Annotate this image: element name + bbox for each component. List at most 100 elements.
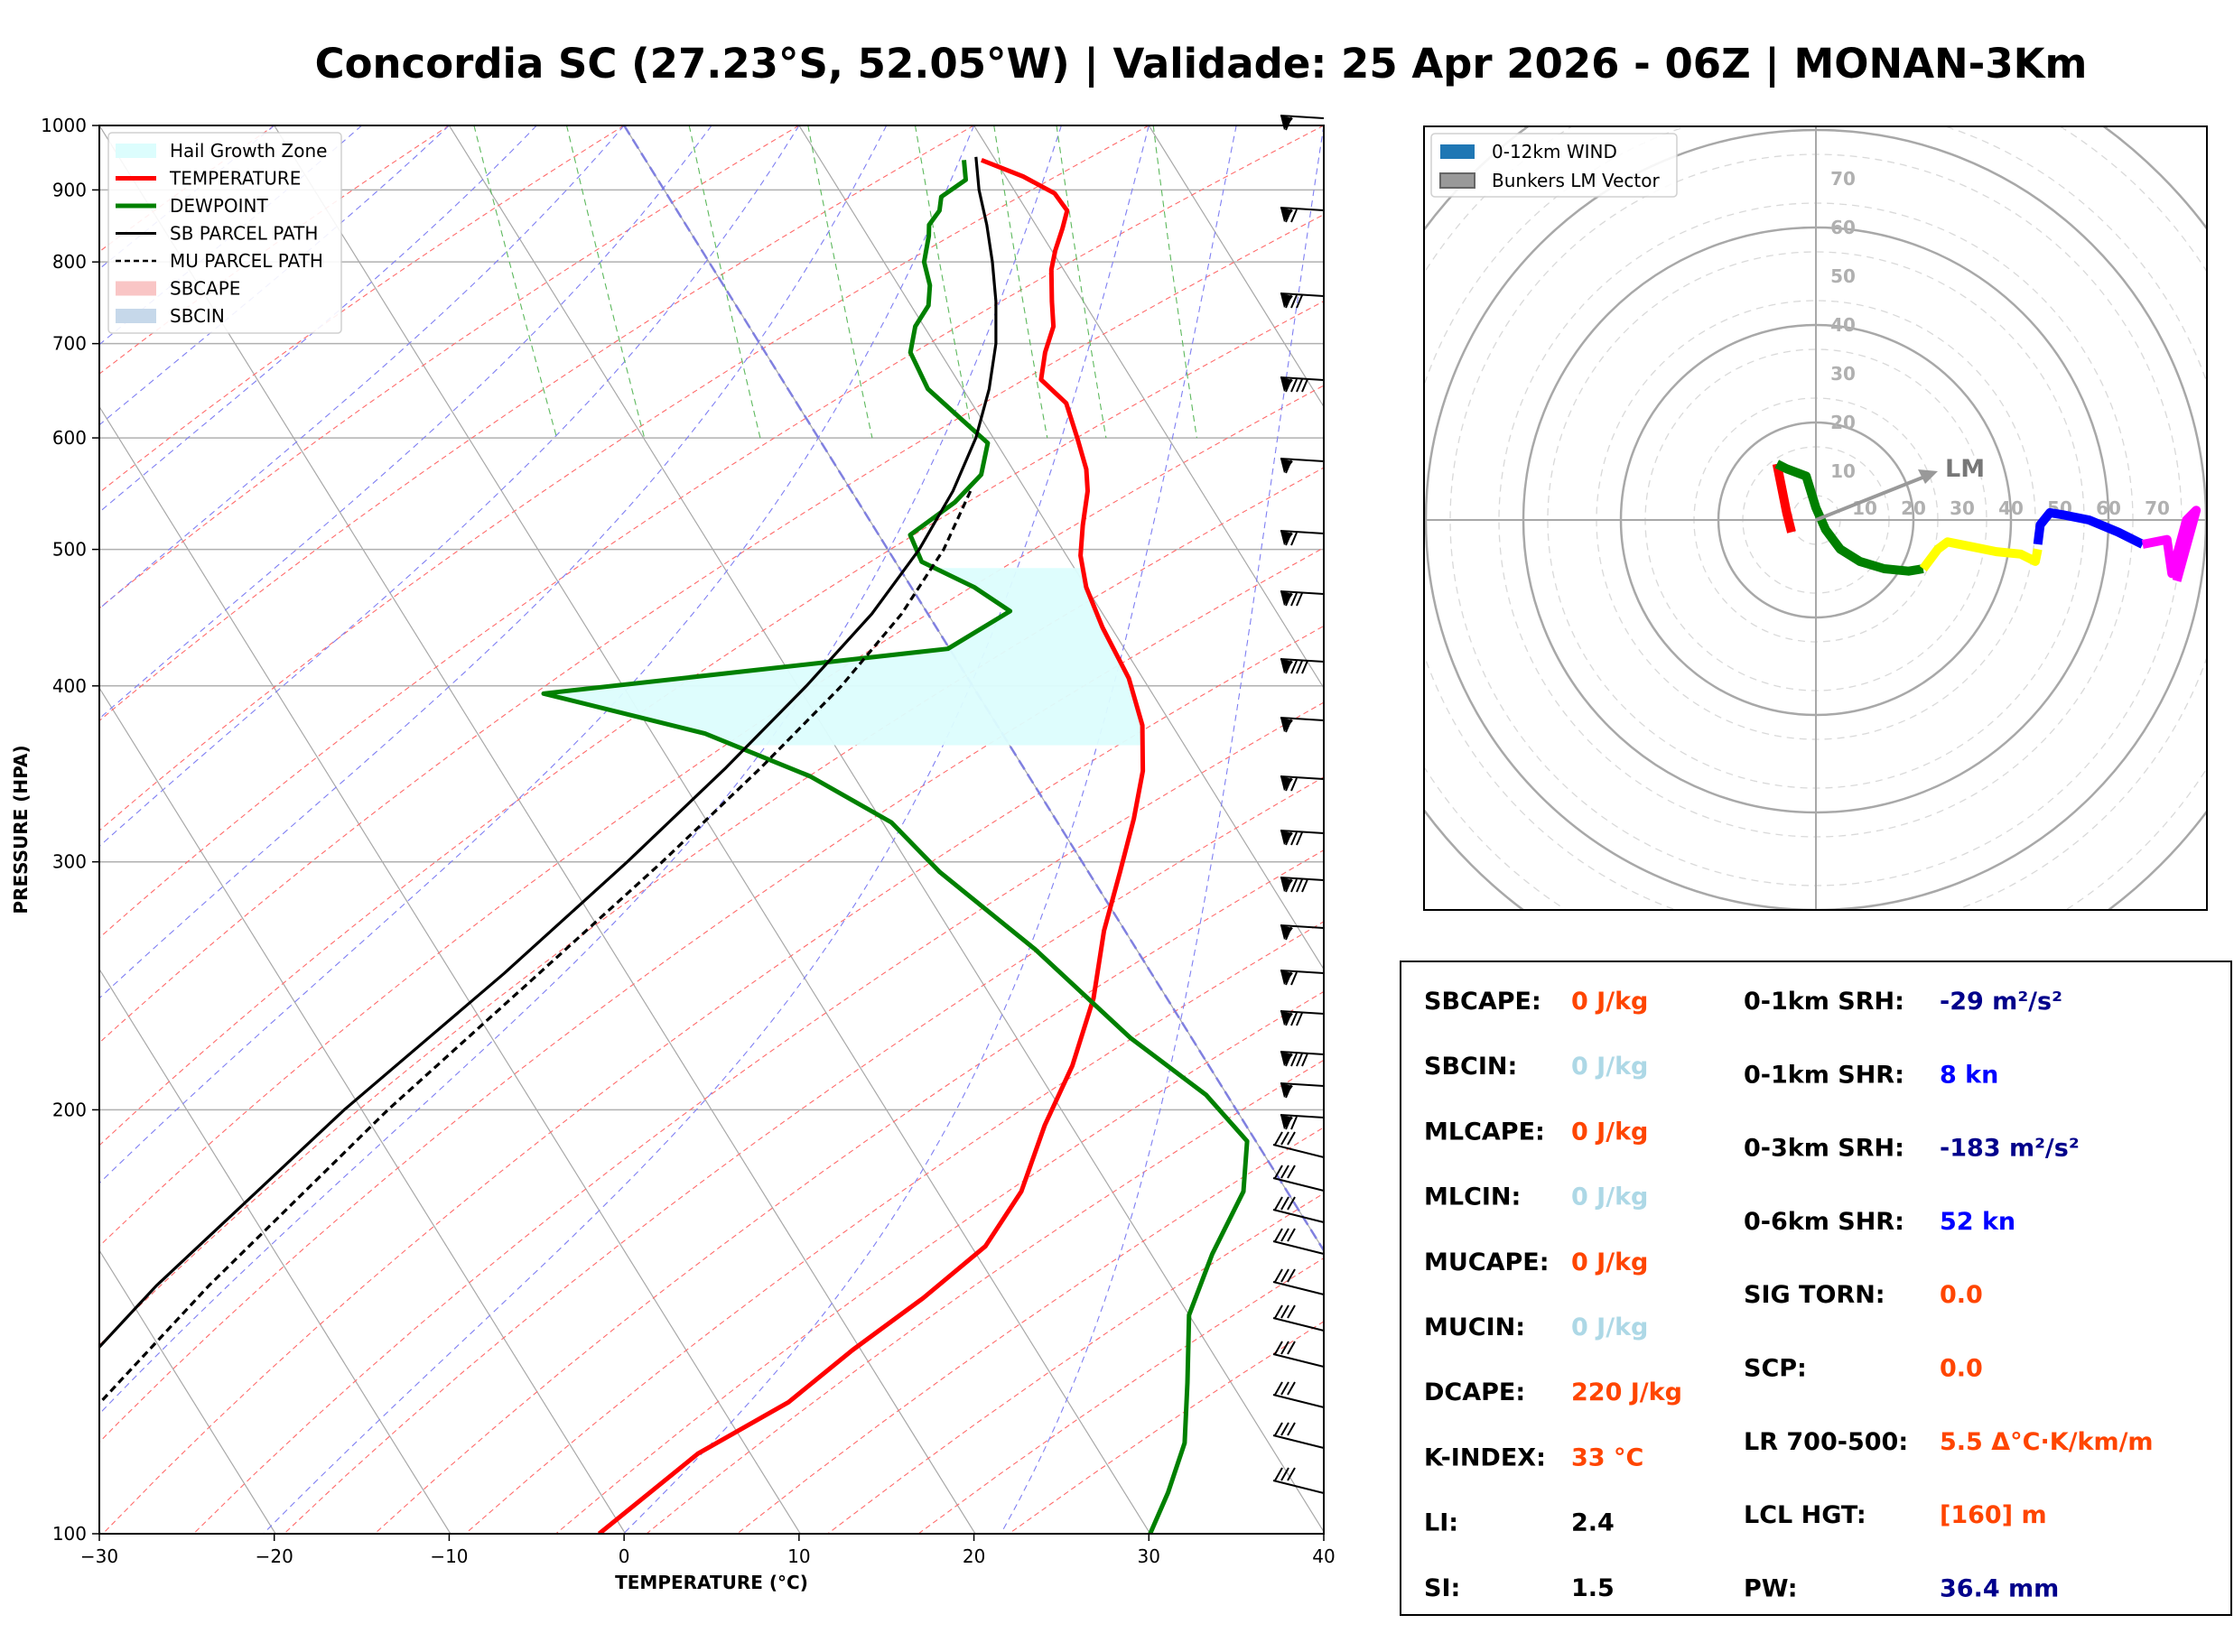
legend-label: SBCAPE	[170, 278, 240, 300]
x-tick-label: −10	[430, 1545, 468, 1567]
index-value: 0.0	[1940, 1281, 1983, 1309]
moist-adiabat	[99, 125, 888, 999]
dry-adiabat	[99, 547, 1324, 1443]
wind-barb	[1280, 775, 1325, 792]
index-value: 0 J/kg	[1571, 1183, 1648, 1211]
mixing-ratio-line	[914, 125, 974, 439]
wind-barb	[1280, 115, 1325, 131]
index-label: 0-1km SHR:	[1744, 1061, 1904, 1089]
sb-parcel-path-line	[99, 156, 998, 1350]
wind-barb	[1272, 1131, 1325, 1158]
wind-barb	[1272, 1422, 1325, 1449]
hodo-segment-6-9km	[2033, 507, 2146, 549]
index-label: SBCAPE:	[1424, 988, 1541, 1016]
dry-adiabat	[192, 701, 1324, 1534]
moist-adiabat	[1000, 125, 1324, 1534]
y-tick-label: 600	[52, 427, 87, 449]
indices-table: SBCAPE: 0 J/kg SBCIN: 0 J/kg MLCAPE: 0 J/kg ML…	[1424, 988, 2154, 1602]
hodo-segment-1-3km	[1774, 459, 1924, 576]
hail-growth-zone	[544, 568, 1143, 746]
moist-adiabat	[623, 125, 1237, 1534]
x-tick-label: 40	[1312, 1545, 1335, 1567]
index-label: MLCIN:	[1424, 1183, 1521, 1211]
y-tick-label: 400	[52, 675, 87, 697]
x-tick-label: −30	[80, 1545, 118, 1567]
index-label: 0-1km SRH:	[1744, 988, 1904, 1016]
mixing-ratio-line	[473, 125, 558, 439]
index-label: K-INDEX:	[1424, 1443, 1546, 1471]
bunkers-lm-vector	[1815, 474, 1928, 522]
index-label: LR 700-500:	[1744, 1428, 1908, 1456]
legend-label: DEWPOINT	[170, 195, 268, 217]
y-tick-label: 800	[52, 251, 87, 273]
wind-barb	[1280, 458, 1325, 474]
index-label: SIG TORN:	[1744, 1281, 1885, 1309]
legend-swatch	[116, 281, 156, 296]
skewt-plot-frame	[98, 125, 1325, 1535]
moist-adiabat	[99, 125, 800, 848]
wind-barbs	[1272, 115, 1325, 1494]
hodo-ring-label-x: 30	[1950, 497, 1975, 519]
index-label: DCAPE:	[1424, 1378, 1525, 1406]
isotherm	[99, 968, 451, 1534]
indices-box	[1400, 961, 2232, 1616]
wind-barb	[1272, 1304, 1325, 1332]
y-tick-label: 200	[52, 1099, 87, 1120]
wind-barb	[1272, 1228, 1325, 1255]
index-label: MLCAPE:	[1424, 1118, 1545, 1146]
dry-adiabat	[464, 921, 1324, 1534]
hodo-legend-label: Bunkers LM Vector	[1492, 170, 1661, 191]
isotherm	[973, 125, 1324, 690]
dry-adiabat	[99, 467, 1324, 1346]
dry-adiabat	[99, 125, 1324, 939]
hodo-ring-label-x: 40	[1998, 497, 2024, 519]
figure-title: Concordia SC (27.23°S, 52.05°W) | Valida…	[315, 40, 2088, 88]
hodo-ring-label-y: 60	[1830, 217, 1856, 238]
mixing-ratio-line	[1056, 125, 1107, 439]
mixing-ratio-line	[565, 125, 646, 439]
isotherm	[99, 405, 801, 1534]
y-tick-label: 700	[52, 333, 87, 355]
legend-label: MU PARCEL PATH	[170, 250, 323, 272]
isotherm	[274, 125, 1151, 1534]
index-label: MUCAPE:	[1424, 1248, 1550, 1276]
skewt-y-axis-label: PRESSURE (HPA)	[10, 745, 32, 914]
index-value: -183 m²/s²	[1940, 1135, 2080, 1163]
wind-barb	[1280, 717, 1325, 733]
index-value: 0.0	[1940, 1355, 1983, 1383]
wind-barb	[1272, 1196, 1325, 1223]
hodo-segment-0-1km	[1772, 462, 1796, 534]
mixing-ratio-line	[807, 125, 873, 439]
x-tick-label: 30	[1138, 1545, 1160, 1567]
skewt-legend: Hail Growth Zone TEMPERATURE DEWPOINT SB PA…	[107, 132, 342, 334]
dewpoint-line	[541, 160, 1250, 1534]
y-tick-label: 100	[52, 1523, 87, 1545]
wind-barb	[1280, 207, 1325, 223]
index-value: 33 °C	[1571, 1443, 1643, 1471]
wind-barb	[1280, 530, 1325, 546]
dry-adiabat	[99, 125, 625, 494]
dry-adiabat	[99, 125, 1150, 831]
legend-label: Hail Growth Zone	[170, 140, 327, 162]
index-label: 0-3km SRH:	[1744, 1135, 1904, 1163]
indices-panel: SBCAPE: 0 J/kg SBCIN: 0 J/kg MLCAPE: 0 J/kg ML…	[1400, 961, 2232, 1616]
wind-barb	[1280, 1114, 1325, 1130]
wind-barb	[1280, 877, 1325, 893]
moist-adiabat	[99, 125, 1062, 1415]
skewt-panel: −30 −20 −10 0 10 20 30 40 100 200 300 400 500 600 700 8…	[10, 115, 1336, 1593]
hodo-segment-3-6km	[1919, 537, 2043, 571]
dry-adiabat	[99, 125, 974, 722]
hodo-ring-label-x: 60	[2096, 497, 2121, 519]
index-label: SCP:	[1744, 1355, 1807, 1383]
freezing-isotherm	[623, 125, 1324, 1253]
mixing-ratio-line	[688, 125, 761, 439]
dry-adiabat	[99, 125, 800, 609]
skewt-axes: −30 −20 −10 0 10 20 30 40 100 200 300 400 500 600 700 8…	[41, 115, 1336, 1567]
index-label: LCL HGT:	[1744, 1501, 1866, 1529]
x-tick-label: 0	[619, 1545, 630, 1567]
index-value: 0 J/kg	[1571, 1313, 1648, 1341]
mu-parcel-path-line	[99, 490, 973, 1406]
hodo-ring-label-y: 10	[1830, 460, 1856, 482]
hodo-ring-label-x: 70	[2145, 497, 2170, 519]
